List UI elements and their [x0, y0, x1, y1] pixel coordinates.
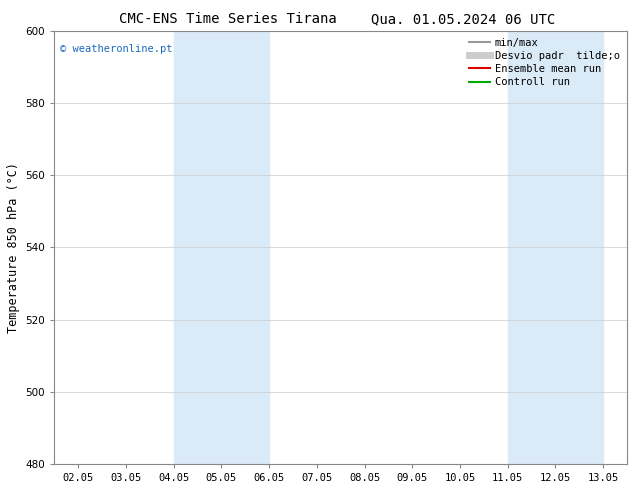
Y-axis label: Temperature 850 hPa (°C): Temperature 850 hPa (°C)	[7, 162, 20, 333]
Legend: min/max, Desvio padr  tilde;o, Ensemble mean run, Controll run: min/max, Desvio padr tilde;o, Ensemble m…	[467, 36, 622, 89]
Bar	[508, 30, 603, 464]
Text: CMC-ENS Time Series Tirana: CMC-ENS Time Series Tirana	[119, 12, 337, 26]
Bar	[174, 30, 269, 464]
Text: © weatheronline.pt: © weatheronline.pt	[60, 44, 172, 53]
Text: Qua. 01.05.2024 06 UTC: Qua. 01.05.2024 06 UTC	[371, 12, 555, 26]
